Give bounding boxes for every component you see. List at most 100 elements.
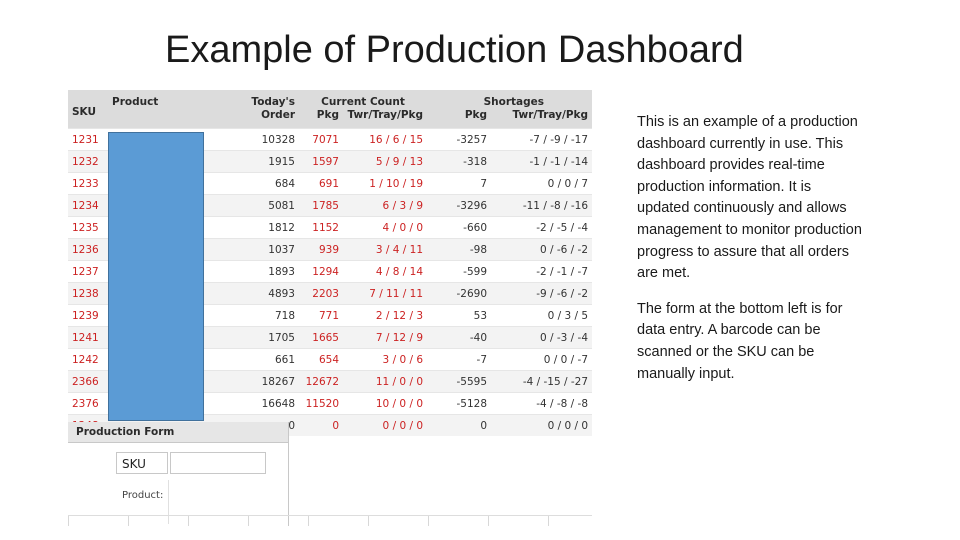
current-twr-tray-pkg-cell: 11 / 0 / 0 <box>343 370 428 393</box>
shortage-twr-tray-pkg-cell: -4 / -8 / -8 <box>491 392 592 415</box>
current-twr-tray-pkg-cell: 4 / 0 / 0 <box>343 216 428 239</box>
column-header-short-twr-tray-pkg[interactable]: Twr/Tray/Pkg <box>491 109 592 129</box>
current-pkg-cell: 11520 <box>299 392 343 415</box>
production-form: Production Form SKU Product: <box>68 422 289 526</box>
slide-title: Example of Production Dashboard <box>165 29 744 71</box>
table-row[interactable]: 1233 684 691 1 / 10 / 19 7 0 / 0 / 7 <box>68 172 592 195</box>
table-row[interactable]: 1232ut191515975 / 9 / 13-318-1 / -1 / -1… <box>68 150 592 173</box>
table-row[interactable]: 1237nut189312944 / 8 / 14-599-2 / -1 / -… <box>68 260 592 283</box>
current-twr-tray-pkg-cell: 3 / 0 / 6 <box>343 348 428 371</box>
table-header-row-1: SKU Product Today's Current Count Shorta… <box>68 90 592 129</box>
order-cell: 18267 <box>202 370 299 393</box>
order-cell: 5081 <box>202 194 299 217</box>
shortage-twr-tray-pkg-cell: 0 / -3 / -4 <box>491 326 592 349</box>
sku-cell: 2376 <box>68 392 108 415</box>
table-header-row-2: Order Pkg Twr/Tray/Pkg Pkg Twr/Tray/Pkg <box>68 109 592 129</box>
shortage-twr-tray-pkg-cell: -7 / -9 / -17 <box>491 128 592 151</box>
product-label: Product: <box>122 490 164 501</box>
column-group-current-count: Current Count <box>299 90 428 109</box>
current-twr-tray-pkg-cell: 2 / 12 / 3 <box>343 304 428 327</box>
shortage-pkg-cell: -318 <box>427 150 492 173</box>
order-cell: 661 <box>202 348 299 371</box>
order-cell: 1915 <box>202 150 299 173</box>
sku-label: SKU <box>116 452 168 474</box>
current-twr-tray-pkg-cell: 6 / 3 / 9 <box>343 194 428 217</box>
shortage-pkg-cell: -599 <box>427 260 492 283</box>
shortage-pkg-cell: -5128 <box>427 392 492 415</box>
production-form-header: Production Form <box>68 422 288 443</box>
current-pkg-cell: 1294 <box>299 260 343 283</box>
shortage-pkg-cell: -660 <box>427 216 492 239</box>
shortage-twr-tray-pkg-cell: 0 / 3 / 5 <box>491 304 592 327</box>
shortage-twr-tray-pkg-cell: -4 / -15 / -27 <box>491 370 592 393</box>
current-pkg-cell: 7071 <box>299 128 343 151</box>
shortage-pkg-cell: -98 <box>427 238 492 261</box>
current-pkg-cell: 2203 <box>299 282 343 305</box>
current-pkg-cell: 1665 <box>299 326 343 349</box>
sku-cell: 1239 <box>68 304 108 327</box>
current-pkg-cell: 691 <box>299 172 343 195</box>
shortage-twr-tray-pkg-cell: -9 / -6 / -2 <box>491 282 592 305</box>
current-pkg-cell: 12672 <box>299 370 343 393</box>
shortage-twr-tray-pkg-cell: 0 / 0 / 0 <box>491 414 592 436</box>
sku-input[interactable] <box>170 452 266 474</box>
current-pkg-cell: 1785 <box>299 194 343 217</box>
current-twr-tray-pkg-cell: 0 / 0 / 0 <box>343 414 428 436</box>
current-twr-tray-pkg-cell: 10 / 0 / 0 <box>343 392 428 415</box>
sku-cell: 1238 <box>68 282 108 305</box>
current-twr-tray-pkg-cell: 5 / 9 / 13 <box>343 150 428 173</box>
column-header-pkg[interactable]: Pkg <box>299 109 343 129</box>
shortage-twr-tray-pkg-cell: -2 / -1 / -7 <box>491 260 592 283</box>
description-text: This is an example of a production dashb… <box>637 112 862 399</box>
sku-cell: 1233 <box>68 172 108 195</box>
current-pkg-cell: 0 <box>299 414 343 436</box>
shortage-pkg-cell: -2690 <box>427 282 492 305</box>
current-twr-tray-pkg-cell: 4 / 8 / 14 <box>343 260 428 283</box>
sku-cell: 1234 <box>68 194 108 217</box>
column-header-order[interactable]: Order <box>202 109 299 129</box>
column-header-short-pkg[interactable]: Pkg <box>427 109 492 129</box>
column-header-twr-tray-pkg[interactable]: Twr/Tray/Pkg <box>343 109 428 129</box>
order-cell: 718 <box>202 304 299 327</box>
sku-cell: 2366 <box>68 370 108 393</box>
sku-cell: 1242 <box>68 348 108 371</box>
shortage-twr-tray-pkg-cell: 0 / 0 / 7 <box>491 172 592 195</box>
dashboard-screenshot: SKU Product Today's Current Count Shorta… <box>68 90 592 526</box>
current-twr-tray-pkg-cell: 7 / 11 / 11 <box>343 282 428 305</box>
sku-cell: 1236 <box>68 238 108 261</box>
sku-cell: 1231 <box>68 128 108 151</box>
sku-cell: 1232 <box>68 150 108 173</box>
description-paragraph-1: This is an example of a production dashb… <box>637 114 862 282</box>
sku-cell: 1241 <box>68 326 108 349</box>
shortage-pkg-cell: -5595 <box>427 370 492 393</box>
sku-cell: 1235 <box>68 216 108 239</box>
shortage-twr-tray-pkg-cell: 0 / 0 / -7 <box>491 348 592 371</box>
column-header-todays[interactable]: Today's <box>202 90 299 109</box>
order-cell: 4893 <box>202 282 299 305</box>
order-cell: 684 <box>202 172 299 195</box>
column-header-product[interactable]: Product <box>108 90 202 129</box>
shortage-twr-tray-pkg-cell: -2 / -5 / -4 <box>491 216 592 239</box>
shortage-twr-tray-pkg-cell: -1 / -1 / -14 <box>491 150 592 173</box>
order-cell: 16648 <box>202 392 299 415</box>
shortage-twr-tray-pkg-cell: 0 / -6 / -2 <box>491 238 592 261</box>
shortage-pkg-cell: 7 <box>427 172 492 195</box>
current-pkg-cell: 939 <box>299 238 343 261</box>
order-cell: 1705 <box>202 326 299 349</box>
current-pkg-cell: 1597 <box>299 150 343 173</box>
column-header-sku[interactable]: SKU <box>68 90 108 129</box>
shortage-pkg-cell: -3257 <box>427 128 492 151</box>
grid-divider-strip <box>68 515 592 526</box>
current-pkg-cell: 1152 <box>299 216 343 239</box>
shortage-pkg-cell: 53 <box>427 304 492 327</box>
shortage-pkg-cell: -3296 <box>427 194 492 217</box>
current-twr-tray-pkg-cell: 7 / 12 / 9 <box>343 326 428 349</box>
order-cell: 1893 <box>202 260 299 283</box>
shortage-pkg-cell: -40 <box>427 326 492 349</box>
current-twr-tray-pkg-cell: 16 / 6 / 15 <box>343 128 428 151</box>
order-cell: 1812 <box>202 216 299 239</box>
shortage-twr-tray-pkg-cell: -11 / -8 / -16 <box>491 194 592 217</box>
shortage-pkg-cell: -7 <box>427 348 492 371</box>
current-pkg-cell: 771 <box>299 304 343 327</box>
order-cell: 1037 <box>202 238 299 261</box>
